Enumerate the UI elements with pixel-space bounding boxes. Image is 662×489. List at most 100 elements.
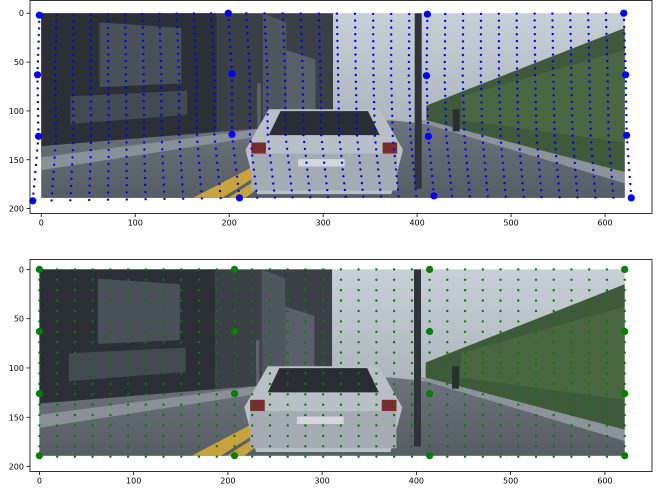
data-point [304, 320, 307, 323]
data-point [160, 120, 163, 123]
data-point [534, 87, 537, 90]
data-point [462, 114, 466, 118]
data-point [372, 40, 375, 43]
data-point [158, 32, 162, 36]
data-point [339, 289, 343, 292]
data-point [516, 114, 520, 117]
data-point [551, 26, 554, 29]
data-point [628, 168, 631, 172]
data-point [425, 94, 429, 98]
data-point [144, 320, 147, 323]
data-point [324, 175, 327, 178]
data-point [375, 455, 378, 458]
data-point [354, 67, 357, 70]
data-point [461, 67, 464, 70]
data-point [107, 86, 110, 90]
data-point [230, 119, 234, 123]
data-point [193, 39, 197, 42]
data-point [463, 341, 467, 344]
data-point [534, 445, 538, 448]
data-point [449, 181, 452, 184]
data-point [73, 413, 77, 417]
data-point [481, 434, 484, 438]
data-point [286, 445, 289, 448]
data-point [304, 351, 307, 354]
data-point [362, 195, 365, 198]
data-point [461, 19, 465, 22]
data-point [91, 268, 94, 271]
data-point [178, 140, 181, 144]
data-point [357, 330, 360, 333]
data-point [409, 134, 412, 138]
data-point [517, 351, 520, 354]
data-point [533, 26, 536, 29]
data-point [535, 127, 538, 131]
control-point [33, 71, 42, 79]
data-point [248, 119, 251, 123]
data-point [447, 161, 451, 164]
data-point [144, 424, 147, 427]
data-point [446, 320, 449, 323]
data-point [72, 134, 75, 138]
data-point [284, 133, 287, 137]
data-point [357, 278, 360, 281]
data-point [557, 182, 560, 185]
data-point [444, 108, 447, 111]
control-point [621, 390, 629, 398]
data-point [537, 155, 540, 158]
data-point [623, 351, 626, 354]
data-point [551, 19, 554, 22]
data-point [534, 455, 538, 458]
data-point [229, 52, 232, 55]
data-point [300, 53, 304, 56]
data-point [227, 25, 231, 28]
data-point [569, 32, 572, 36]
data-point [230, 86, 234, 89]
data-point [463, 134, 466, 138]
data-point [415, 194, 418, 198]
data-point [623, 278, 626, 281]
data-point [38, 372, 41, 375]
data-point [339, 413, 343, 417]
data-point [230, 79, 234, 82]
data-point [213, 99, 216, 103]
data-point [177, 79, 181, 83]
data-point [629, 189, 632, 193]
data-point [266, 126, 269, 130]
data-point [588, 289, 591, 292]
data-point [412, 168, 415, 171]
data-point [107, 59, 110, 63]
data-point [570, 341, 573, 344]
data-point [180, 413, 183, 417]
data-point [302, 120, 305, 123]
data-point [605, 445, 609, 448]
data-point [552, 107, 556, 111]
data-point [605, 46, 609, 49]
data-point [392, 445, 396, 448]
data-point [286, 455, 289, 458]
data-point [588, 320, 591, 323]
data-point [266, 113, 269, 116]
data-point [36, 114, 40, 118]
data-point [481, 424, 484, 427]
data-point [572, 148, 575, 151]
control-point [426, 265, 434, 273]
data-point [230, 126, 234, 129]
data-point [54, 87, 57, 90]
data-point [497, 26, 501, 29]
data-point [556, 168, 559, 171]
data-point [444, 19, 447, 23]
data-point [591, 161, 594, 165]
data-point [56, 434, 59, 438]
data-point [410, 148, 413, 151]
data-point [251, 268, 254, 271]
data-point [125, 176, 128, 180]
data-point [486, 188, 489, 191]
data-point [36, 60, 40, 63]
data-point [197, 413, 201, 417]
data-point [354, 39, 357, 43]
data-point [623, 434, 626, 438]
data-point [354, 80, 358, 84]
data-point [144, 278, 147, 281]
